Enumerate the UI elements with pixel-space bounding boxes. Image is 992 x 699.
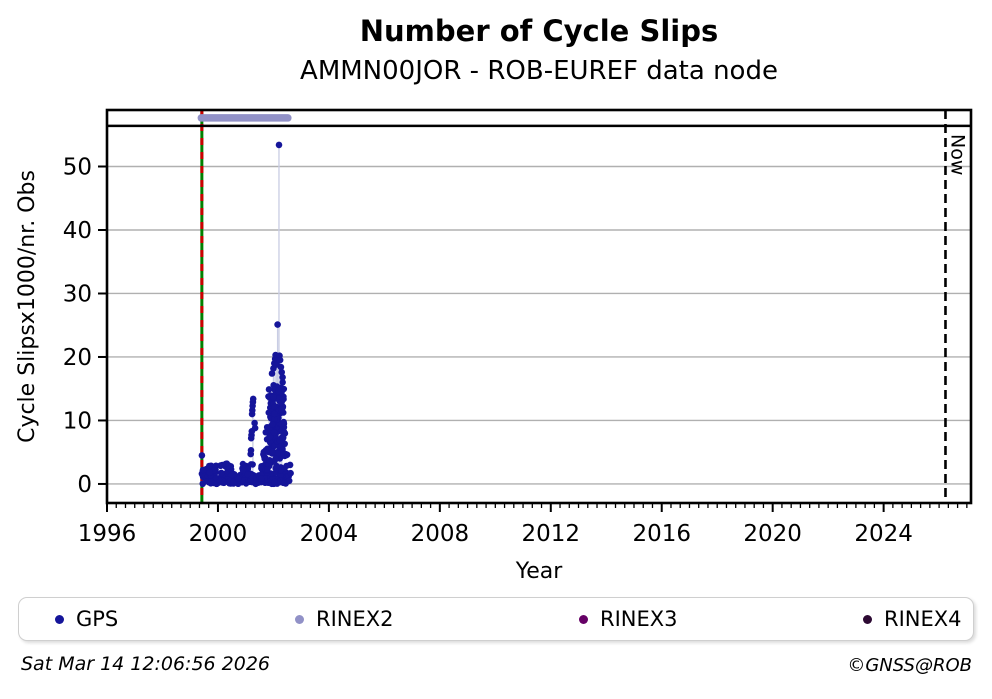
x-tick-label: 2012 <box>522 521 581 547</box>
x-axis: 1996 2000 2004 2008 2012 2016 2020 2024 Year <box>78 503 968 584</box>
scatter-point <box>251 419 258 427</box>
x-tick-label: 2008 <box>411 521 470 547</box>
y-tick-label: 30 <box>63 281 92 307</box>
scatter-point <box>271 478 278 486</box>
y-axis-title: Cycle Slipsx1000/nr. Obs <box>15 170 40 443</box>
chart-title: Number of Cycle Slips <box>359 14 719 48</box>
legend-label: RINEX3 <box>600 606 678 631</box>
y-tick-label: 10 <box>63 408 92 434</box>
x-tick-label: 2000 <box>189 521 248 547</box>
scatter-point <box>247 447 255 454</box>
scatter-point <box>266 433 274 441</box>
scatter-point <box>206 469 214 476</box>
scatter-point <box>272 455 279 463</box>
scatter-point <box>234 475 242 482</box>
scatter-point <box>278 368 286 376</box>
plot-timestamp: Sat Mar 14 12:06:56 2026 <box>21 653 271 675</box>
gps-scatter-series <box>198 141 294 488</box>
rinex2-marker-icon <box>295 614 304 624</box>
scatter-point <box>276 437 283 444</box>
scatter-point <box>228 471 236 479</box>
copyright-credit: ©GNSS@ROB <box>847 655 972 676</box>
scatter-point <box>271 410 278 418</box>
scatter-point <box>260 451 267 458</box>
scatter-point <box>275 387 282 395</box>
scatter-point <box>284 451 291 458</box>
scatter-point <box>199 466 207 474</box>
plot-canvas: Now 1996 2000 2004 2008 2012 2016 2020 2024 Year 0… <box>15 108 973 584</box>
scatter-point <box>251 424 259 432</box>
scatter-point <box>279 429 287 436</box>
gps-marker-icon <box>55 614 64 624</box>
scatter-point <box>218 470 225 477</box>
legend-label: RINEX4 <box>884 606 962 631</box>
scatter-point <box>198 452 206 459</box>
scatter-point <box>264 466 271 473</box>
rinex3-marker-icon <box>579 614 588 624</box>
scatter-point <box>277 363 285 371</box>
scatter-point <box>249 395 257 403</box>
scatter-point <box>230 478 237 486</box>
scatter-point <box>266 457 273 464</box>
scatter-point <box>274 321 281 328</box>
legend-item-rinex2: RINEX2 <box>295 598 394 640</box>
scatter-point <box>286 461 294 469</box>
x-tick-label: 2016 <box>632 521 691 547</box>
scatter-point <box>285 477 293 485</box>
x-tick-label: 2004 <box>300 521 359 547</box>
scatter-point <box>206 462 213 470</box>
chart-subtitle: AMMN00JOR - ROB-EUREF data node <box>300 56 778 86</box>
plot-border <box>105 108 973 505</box>
scatter-point <box>226 465 233 472</box>
scatter-point <box>271 415 278 422</box>
scatter-point <box>280 395 287 403</box>
legend-item-gps: GPS <box>55 598 118 640</box>
scatter-point <box>279 374 286 381</box>
legend-label: GPS <box>76 606 119 631</box>
x-tick-label: 2024 <box>854 521 913 547</box>
x-tick-label: 2020 <box>743 521 802 547</box>
scatter-point <box>244 471 251 478</box>
scatter-point <box>239 467 247 474</box>
grid <box>107 165 971 485</box>
scatter-point <box>274 450 281 457</box>
y-tick-label: 20 <box>63 345 92 371</box>
y-tick-label: 0 <box>77 472 92 498</box>
scatter-point <box>258 475 265 482</box>
scatter-point <box>247 461 255 468</box>
scatter-point <box>276 356 284 364</box>
scatter-point <box>269 448 276 455</box>
scatter-point <box>270 394 277 401</box>
rinex4-marker-icon <box>863 614 872 624</box>
now-label: Now <box>946 134 968 175</box>
legend-item-rinex4: RINEX4 <box>863 598 962 640</box>
scatter-point <box>217 462 224 469</box>
scatter-point <box>280 418 287 426</box>
scatter-point <box>268 370 276 377</box>
scatter-point <box>265 386 273 393</box>
scatter-point <box>287 469 294 477</box>
scatter-point <box>271 403 278 410</box>
y-tick-label: 40 <box>63 218 92 244</box>
scatter-point <box>279 379 286 386</box>
legend-box: GPS RINEX2 RINEX3 RINEX4 <box>18 597 974 641</box>
legend-item-rinex3: RINEX3 <box>579 598 678 640</box>
x-axis-title: Year <box>515 559 564 584</box>
legend-label: RINEX2 <box>316 606 394 631</box>
x-tick-label: 1996 <box>78 521 137 547</box>
scatter-point <box>275 141 283 149</box>
scatter-point <box>277 406 285 413</box>
y-axis: 0 10 20 30 40 50 Cycle Slipsx1000/nr. Obs <box>15 155 107 498</box>
y-tick-label: 50 <box>63 155 92 181</box>
scatter-point <box>273 462 280 470</box>
scatter-point <box>270 429 278 436</box>
scatter-point <box>266 438 274 446</box>
scatter-point <box>269 421 276 428</box>
